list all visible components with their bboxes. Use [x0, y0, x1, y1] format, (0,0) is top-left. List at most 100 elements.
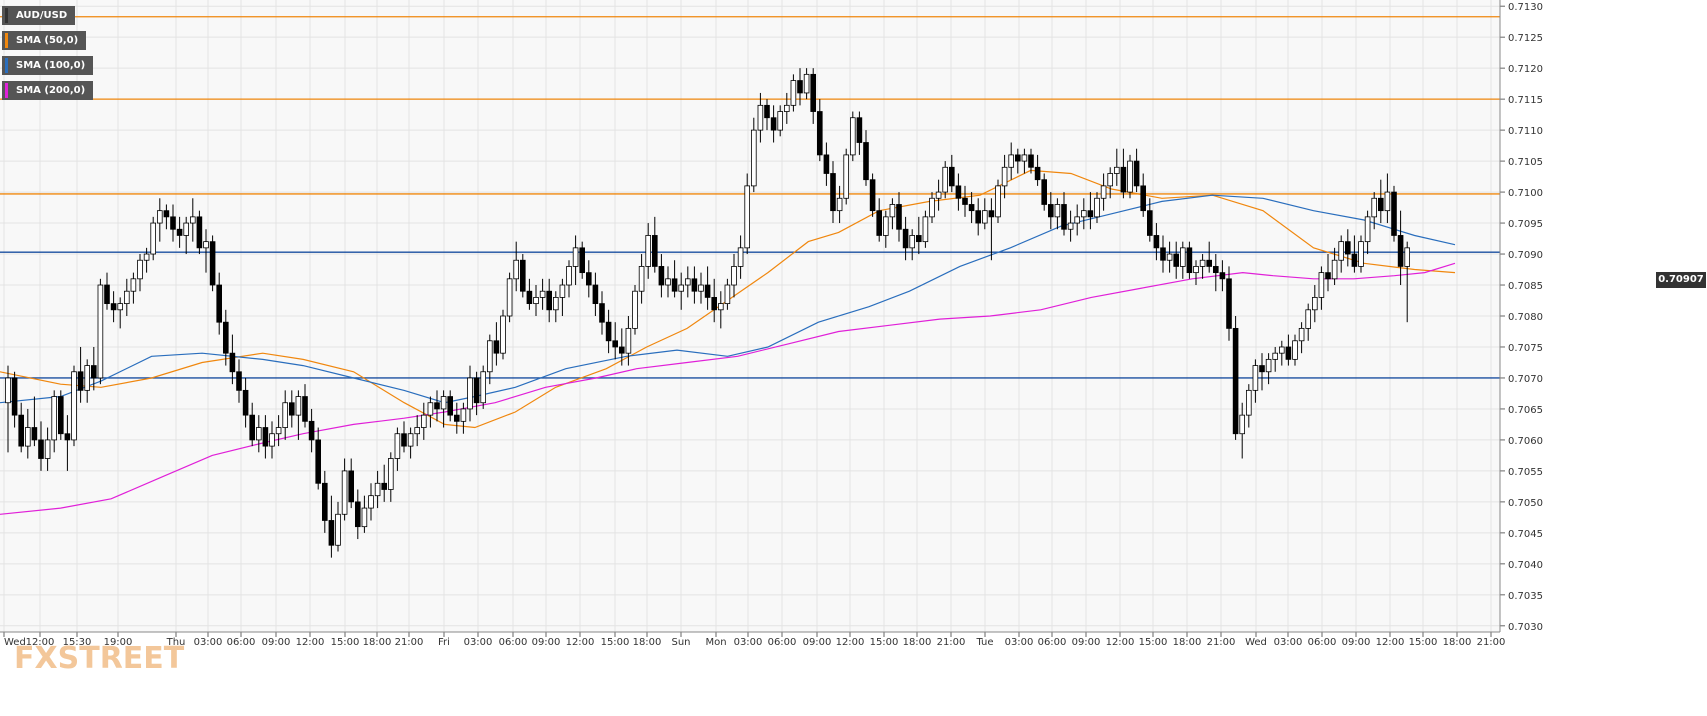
- horizontal-levels: [0, 16, 1500, 379]
- candle: [691, 266, 698, 304]
- candle-body: [1305, 309, 1312, 329]
- candle-body: [572, 247, 579, 267]
- candle-body: [579, 247, 585, 274]
- x-tick-label: Tue: [975, 637, 993, 648]
- candle-body: [203, 241, 209, 249]
- candle-body: [150, 222, 157, 255]
- candle-body: [836, 197, 843, 212]
- y-tick-label: 0.7095: [1508, 219, 1543, 230]
- candle: [698, 272, 704, 304]
- x-tick-label: Mon: [705, 637, 726, 648]
- candle: [156, 198, 163, 242]
- candle: [1239, 402, 1246, 459]
- candle: [737, 235, 744, 279]
- candle-body: [691, 278, 698, 292]
- y-tick-label: 0.7045: [1508, 529, 1543, 540]
- candle: [975, 198, 981, 236]
- candle-body: [823, 154, 830, 174]
- candle: [520, 254, 526, 298]
- candle-body: [889, 204, 896, 218]
- candle-body: [401, 433, 407, 447]
- candle: [856, 111, 863, 155]
- candle-body: [460, 408, 467, 422]
- candle-body: [77, 371, 84, 391]
- candle-body: [24, 427, 31, 447]
- candle: [586, 260, 592, 298]
- candle: [24, 408, 31, 459]
- candle-body: [44, 439, 51, 459]
- candle-body: [453, 414, 460, 422]
- candle: [269, 421, 275, 459]
- candle: [1226, 266, 1232, 341]
- candle: [922, 210, 929, 248]
- candle: [1140, 173, 1147, 217]
- candle: [51, 390, 57, 453]
- candle: [678, 272, 684, 310]
- candle-body: [440, 396, 447, 410]
- candle: [1107, 167, 1114, 199]
- candle: [110, 291, 117, 323]
- candle-body: [110, 303, 117, 311]
- candle-body: [863, 142, 869, 181]
- candle-body: [1292, 340, 1298, 360]
- candle: [1318, 266, 1325, 310]
- candle-body: [935, 191, 942, 199]
- candle: [1384, 173, 1391, 224]
- y-axis: 0.7130 0.7125 0.7120 0.7115 0.7110 0.7105 0.71…: [1499, 0, 1543, 633]
- candle: [632, 285, 638, 335]
- candle: [130, 272, 137, 304]
- candle: [1232, 316, 1239, 440]
- candle: [671, 260, 678, 298]
- legend-sma50-label: SMA (50,0): [16, 35, 79, 46]
- candle: [1331, 247, 1338, 286]
- candle-body: [1180, 247, 1186, 267]
- candle-body: [671, 278, 678, 292]
- candle-body: [368, 495, 374, 509]
- y-tick-label: 0.7040: [1508, 560, 1543, 571]
- candle-body: [797, 80, 803, 94]
- candle-body: [1397, 235, 1404, 267]
- candle: [1371, 192, 1378, 230]
- candle: [77, 346, 84, 403]
- candle: [196, 210, 203, 255]
- candle-body: [1246, 389, 1252, 416]
- candle-body: [189, 216, 196, 224]
- candle: [553, 291, 559, 323]
- candle-body: [1054, 204, 1061, 218]
- candle: [288, 390, 295, 428]
- candle-body: [1213, 266, 1219, 274]
- candle: [486, 334, 493, 385]
- candle: [434, 390, 440, 422]
- candle: [1094, 192, 1100, 224]
- legend-sma100: SMA (100,0): [2, 56, 94, 75]
- y-tick-label: 0.7130: [1508, 2, 1543, 13]
- candle: [605, 309, 612, 354]
- x-tick-label: Wed: [1245, 637, 1267, 648]
- candle-body: [678, 284, 684, 292]
- candle: [104, 272, 110, 310]
- candle-body: [124, 290, 130, 305]
- candle-body: [685, 278, 691, 286]
- candle: [935, 179, 942, 211]
- candle-body: [1351, 253, 1358, 267]
- x-axis: Wed 12:00 15:30 19:00 Thu 03:00 06:00 09:00 12:0…: [0, 631, 1505, 648]
- candle: [203, 229, 209, 273]
- candle-body: [117, 303, 124, 311]
- candle-body: [724, 284, 731, 305]
- candle: [64, 415, 71, 471]
- candle: [790, 74, 797, 112]
- candle-body: [341, 470, 348, 515]
- candle-body: [31, 427, 38, 441]
- candle: [97, 278, 104, 385]
- candle: [810, 68, 816, 124]
- candle: [612, 322, 618, 360]
- candle: [249, 402, 256, 447]
- candle-body: [704, 284, 711, 298]
- candles: [5, 68, 1411, 558]
- candle: [374, 470, 381, 509]
- candle: [830, 161, 836, 224]
- legend-sma200-label: SMA (200,0): [16, 85, 86, 96]
- candle: [1252, 359, 1259, 403]
- candle: [38, 421, 44, 471]
- candle-body: [1160, 247, 1166, 261]
